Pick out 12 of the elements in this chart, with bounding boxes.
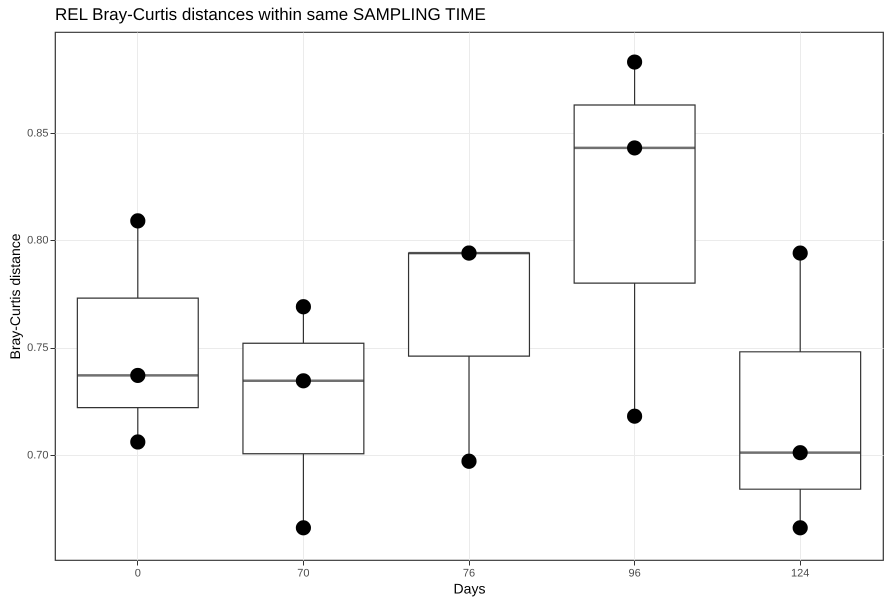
y-axis-title: Bray-Curtis distance bbox=[7, 233, 24, 360]
x-tick-label: 96 bbox=[628, 568, 641, 580]
y-tick-label: 0.75 bbox=[27, 342, 48, 354]
x-axis-title: Days bbox=[454, 580, 486, 596]
y-tick-label: 0.85 bbox=[27, 127, 48, 140]
x-tick-label: 124 bbox=[791, 568, 810, 580]
x-tick-label: 76 bbox=[462, 568, 476, 580]
x-tick-label: 70 bbox=[297, 568, 310, 580]
y-tick-label: 0.70 bbox=[27, 449, 48, 462]
y-tick-label: 0.80 bbox=[27, 234, 48, 247]
chart-title: REL Bray-Curtis distances within same SAMPLING TIME bbox=[55, 5, 486, 24]
x-tick-label: 0 bbox=[134, 568, 141, 580]
